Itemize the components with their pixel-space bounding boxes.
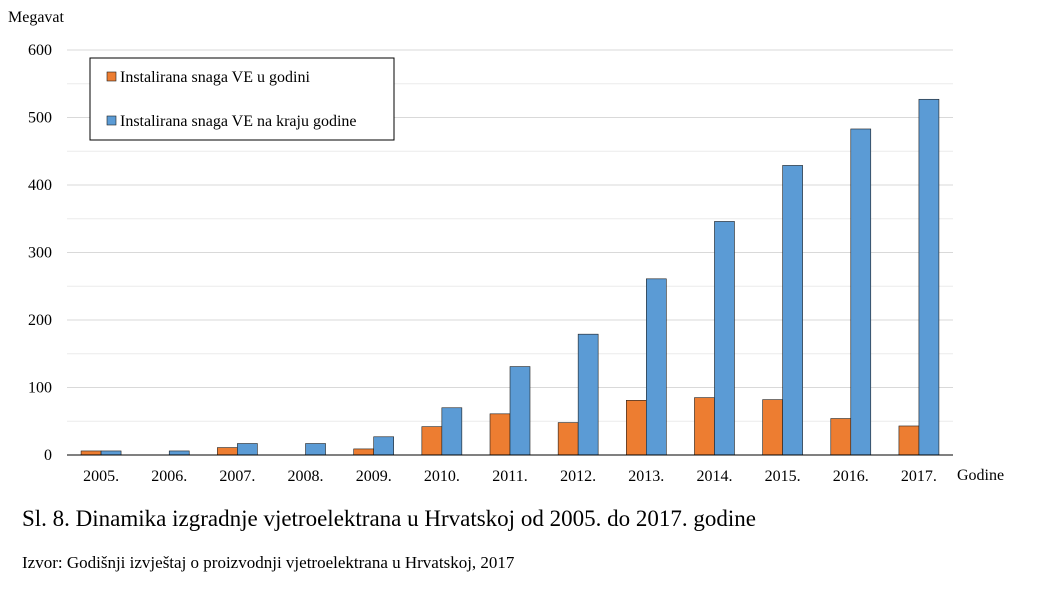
- x-tick-labels: 2005. 2006. 2007. 2008. 2009. 2010. 2011. 2012.…: [83, 468, 937, 485]
- bar-annual: [694, 397, 715, 456]
- figure-caption: Sl. 8. Dinamika izgradnje vjetroelektran…: [22, 506, 756, 531]
- x-tick-label: 2005.: [83, 468, 119, 485]
- y-axis-label: Megavat: [8, 9, 65, 26]
- y-tick-label: 100: [28, 380, 52, 397]
- y-tick-label: 0: [44, 447, 52, 464]
- y-tick-labels: 0 100 200 300 400 500 600: [28, 42, 52, 464]
- bar-annual: [353, 448, 374, 456]
- y-tick-label: 500: [28, 110, 52, 127]
- legend-label-annual: Instalirana snaga VE u godini: [120, 69, 310, 86]
- x-tick-label: 2007.: [219, 468, 255, 485]
- bar-cumulative: [577, 333, 599, 456]
- bar-annual: [830, 418, 852, 456]
- bar-annual: [217, 447, 238, 456]
- bar-chart: 0 100 200 300 400 500 600 2005. 2006. 2007. 2008.…: [8, 9, 1004, 485]
- y-tick-label: 600: [28, 42, 52, 59]
- bar-annual: [898, 425, 920, 456]
- bar-cumulative: [646, 278, 667, 456]
- bar-annual: [762, 399, 783, 456]
- bar-cumulative: [168, 450, 190, 456]
- bar-annual: [557, 422, 579, 456]
- bar-cumulative: [850, 128, 872, 456]
- x-tick-label: 2011.: [492, 468, 527, 485]
- legend-swatch-annual: [106, 71, 117, 82]
- x-tick-label: 2013.: [628, 468, 664, 485]
- bar-cumulative: [918, 98, 940, 456]
- bar-annual: [421, 426, 443, 456]
- figure-source: Izvor: Godišnji izvještaj o proizvodnji …: [22, 553, 515, 572]
- bar-cumulative: [509, 366, 531, 456]
- y-tick-label: 400: [28, 177, 52, 194]
- x-tick-label: 2017.: [901, 468, 937, 485]
- x-axis-label: Godine: [957, 467, 1004, 484]
- bars: [80, 98, 940, 456]
- bar-annual: [489, 413, 511, 456]
- legend-swatch-cumulative: [106, 115, 117, 126]
- x-tick-label: 2008.: [288, 468, 324, 485]
- bar-annual: [626, 400, 647, 456]
- y-tick-label: 300: [28, 245, 52, 262]
- legend: Instalirana snaga VE u godini Instaliran…: [89, 57, 395, 141]
- y-tick-label: 200: [28, 312, 52, 329]
- bar-annual: [80, 450, 102, 456]
- bar-cumulative: [782, 165, 803, 456]
- x-tick-label: 2006.: [151, 468, 187, 485]
- legend-label-cumulative: Instalirana snaga VE na kraju godine: [120, 113, 357, 130]
- bar-cumulative: [441, 407, 463, 456]
- x-tick-label: 2009.: [356, 468, 392, 485]
- x-tick-label: 2014.: [696, 468, 732, 485]
- bar-cumulative: [237, 443, 258, 456]
- x-tick-label: 2015.: [765, 468, 801, 485]
- bar-cumulative: [100, 450, 122, 456]
- bar-cumulative: [373, 436, 394, 456]
- bar-cumulative: [714, 221, 735, 456]
- x-tick-label: 2016.: [833, 468, 869, 485]
- legend-box: [89, 57, 395, 141]
- x-tick-label: 2010.: [424, 468, 460, 485]
- bar-cumulative: [305, 443, 326, 456]
- x-tick-label: 2012.: [560, 468, 596, 485]
